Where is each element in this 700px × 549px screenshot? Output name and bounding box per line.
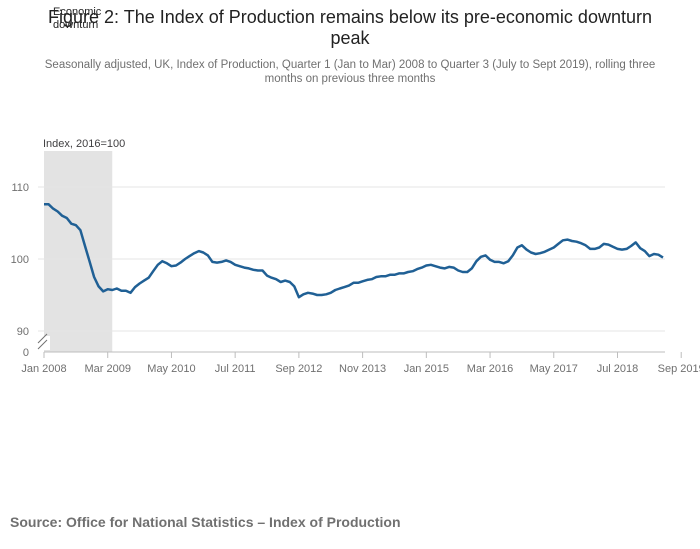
- chart-subtitle: Seasonally adjusted, UK, Index of Produc…: [44, 59, 656, 85]
- x-tick-label: Jul 2011: [215, 363, 256, 375]
- x-tick-label: Sep 2012: [275, 363, 322, 375]
- y-tick-label: 110: [11, 182, 29, 194]
- source-note: Source: Office for National Statistics –…: [10, 514, 401, 530]
- x-tick-label: May 2010: [147, 363, 195, 375]
- x-tick-label: Jul 2018: [597, 363, 639, 375]
- y-tick-label: 100: [11, 254, 29, 266]
- series-line-index-of-production: [44, 203, 664, 299]
- x-axis-ticks: Jan 2008 Mar 2009 May 2010 Jul 2011 Sep 2012…: [21, 352, 700, 375]
- y-axis-label: Index, 2016=100: [43, 138, 125, 150]
- axis-break-icon: [36, 333, 50, 350]
- downturn-shaded-region: [44, 151, 113, 352]
- y-axis-ticks: 0 90 100 110: [11, 182, 29, 359]
- series-group: [44, 203, 664, 299]
- shaded-region-label: Economic downturn: [53, 6, 102, 31]
- gridlines: [38, 186, 665, 353]
- x-tick-label: Mar 2009: [84, 363, 130, 375]
- x-tick-label: May 2017: [530, 363, 578, 375]
- x-tick-label: Mar 2016: [467, 363, 513, 375]
- x-tick-label: Sep 2019: [658, 363, 700, 375]
- x-tick-label: Nov 2013: [339, 363, 386, 375]
- x-tick-label: Jan 2015: [404, 363, 449, 375]
- chart-title: Figure 2: The Index of Production remain…: [48, 7, 652, 48]
- y-tick-label: 0: [23, 347, 29, 359]
- x-tick-label: Jan 2008: [21, 363, 66, 375]
- y-tick-label: 90: [17, 326, 29, 338]
